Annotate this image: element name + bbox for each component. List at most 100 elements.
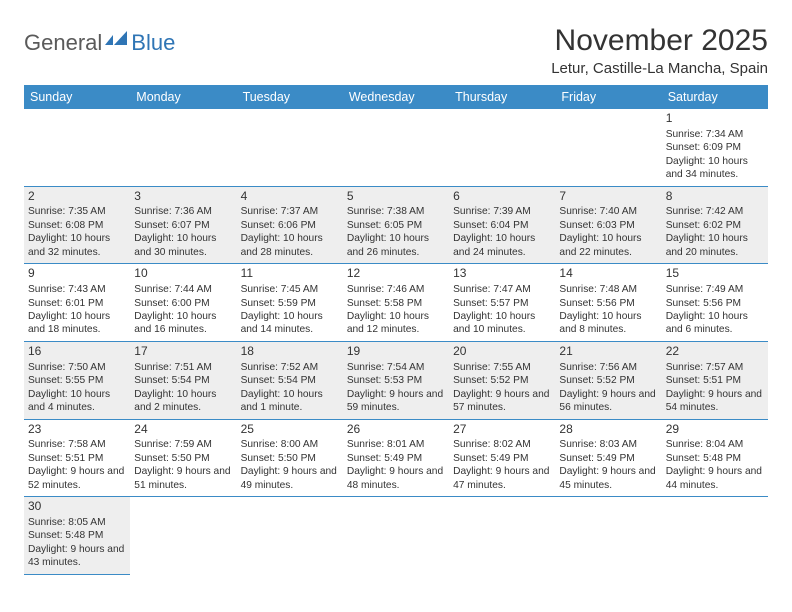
sunrise-text: Sunrise: 7:39 AM	[453, 205, 551, 218]
sunset-text: Sunset: 5:50 PM	[134, 452, 232, 465]
calendar-day-cell: 23Sunrise: 7:58 AMSunset: 5:51 PMDayligh…	[24, 419, 130, 497]
day-number: 10	[134, 266, 232, 282]
sunset-text: Sunset: 5:58 PM	[347, 297, 445, 310]
sunset-text: Sunset: 5:54 PM	[134, 374, 232, 387]
sunrise-text: Sunrise: 8:02 AM	[453, 438, 551, 451]
title-block: November 2025 Letur, Castille-La Mancha,…	[551, 24, 768, 83]
sunset-text: Sunset: 5:49 PM	[559, 452, 657, 465]
month-title: November 2025	[551, 24, 768, 58]
calendar-week-row: 30Sunrise: 8:05 AMSunset: 5:48 PMDayligh…	[24, 497, 768, 575]
day-number: 27	[453, 422, 551, 438]
calendar-empty-cell	[662, 497, 768, 575]
daylight-text: Daylight: 9 hours and 43 minutes.	[28, 543, 126, 570]
sunrise-text: Sunrise: 7:43 AM	[28, 283, 126, 296]
sunrise-text: Sunrise: 7:50 AM	[28, 361, 126, 374]
daylight-text: Daylight: 9 hours and 45 minutes.	[559, 465, 657, 492]
calendar-day-cell: 22Sunrise: 7:57 AMSunset: 5:51 PMDayligh…	[662, 341, 768, 419]
daylight-text: Daylight: 9 hours and 47 minutes.	[453, 465, 551, 492]
day-number: 29	[666, 422, 764, 438]
daylight-text: Daylight: 10 hours and 12 minutes.	[347, 310, 445, 337]
sunset-text: Sunset: 5:52 PM	[559, 374, 657, 387]
sunset-text: Sunset: 5:54 PM	[241, 374, 339, 387]
logo: General Blue	[24, 30, 175, 56]
calendar-day-cell: 26Sunrise: 8:01 AMSunset: 5:49 PMDayligh…	[343, 419, 449, 497]
day-number: 14	[559, 266, 657, 282]
daylight-text: Daylight: 10 hours and 16 minutes.	[134, 310, 232, 337]
weekday-header: Monday	[130, 85, 236, 109]
day-number: 22	[666, 344, 764, 360]
sunrise-text: Sunrise: 7:40 AM	[559, 205, 657, 218]
weekday-header: Wednesday	[343, 85, 449, 109]
calendar-empty-cell	[130, 497, 236, 575]
sunrise-text: Sunrise: 7:58 AM	[28, 438, 126, 451]
location: Letur, Castille-La Mancha, Spain	[551, 60, 768, 77]
calendar-day-cell: 10Sunrise: 7:44 AMSunset: 6:00 PMDayligh…	[130, 264, 236, 342]
sunrise-text: Sunrise: 7:49 AM	[666, 283, 764, 296]
calendar-empty-cell	[449, 109, 555, 186]
sunset-text: Sunset: 5:49 PM	[347, 452, 445, 465]
calendar-empty-cell	[24, 109, 130, 186]
day-number: 2	[28, 189, 126, 205]
daylight-text: Daylight: 10 hours and 2 minutes.	[134, 388, 232, 415]
calendar-week-row: 9Sunrise: 7:43 AMSunset: 6:01 PMDaylight…	[24, 264, 768, 342]
daylight-text: Daylight: 9 hours and 48 minutes.	[347, 465, 445, 492]
day-number: 15	[666, 266, 764, 282]
sunrise-text: Sunrise: 7:34 AM	[666, 128, 764, 141]
calendar-week-row: 2Sunrise: 7:35 AMSunset: 6:08 PMDaylight…	[24, 186, 768, 264]
calendar-empty-cell	[237, 109, 343, 186]
calendar-day-cell: 21Sunrise: 7:56 AMSunset: 5:52 PMDayligh…	[555, 341, 661, 419]
daylight-text: Daylight: 9 hours and 57 minutes.	[453, 388, 551, 415]
sunset-text: Sunset: 6:08 PM	[28, 219, 126, 232]
daylight-text: Daylight: 10 hours and 18 minutes.	[28, 310, 126, 337]
daylight-text: Daylight: 10 hours and 28 minutes.	[241, 232, 339, 259]
calendar-day-cell: 2Sunrise: 7:35 AMSunset: 6:08 PMDaylight…	[24, 186, 130, 264]
sunset-text: Sunset: 6:01 PM	[28, 297, 126, 310]
sunset-text: Sunset: 6:03 PM	[559, 219, 657, 232]
calendar-day-cell: 3Sunrise: 7:36 AMSunset: 6:07 PMDaylight…	[130, 186, 236, 264]
day-number: 16	[28, 344, 126, 360]
sunrise-text: Sunrise: 8:05 AM	[28, 516, 126, 529]
sunset-text: Sunset: 5:48 PM	[666, 452, 764, 465]
sunrise-text: Sunrise: 7:56 AM	[559, 361, 657, 374]
sunset-text: Sunset: 6:07 PM	[134, 219, 232, 232]
sunset-text: Sunset: 6:09 PM	[666, 141, 764, 154]
calendar-day-cell: 16Sunrise: 7:50 AMSunset: 5:55 PMDayligh…	[24, 341, 130, 419]
daylight-text: Daylight: 10 hours and 26 minutes.	[347, 232, 445, 259]
daylight-text: Daylight: 10 hours and 1 minute.	[241, 388, 339, 415]
day-number: 7	[559, 189, 657, 205]
daylight-text: Daylight: 9 hours and 52 minutes.	[28, 465, 126, 492]
daylight-text: Daylight: 9 hours and 59 minutes.	[347, 388, 445, 415]
calendar-day-cell: 14Sunrise: 7:48 AMSunset: 5:56 PMDayligh…	[555, 264, 661, 342]
sunrise-text: Sunrise: 7:45 AM	[241, 283, 339, 296]
day-number: 21	[559, 344, 657, 360]
calendar-day-cell: 4Sunrise: 7:37 AMSunset: 6:06 PMDaylight…	[237, 186, 343, 264]
day-number: 12	[347, 266, 445, 282]
sunrise-text: Sunrise: 7:48 AM	[559, 283, 657, 296]
day-number: 3	[134, 189, 232, 205]
calendar-day-cell: 6Sunrise: 7:39 AMSunset: 6:04 PMDaylight…	[449, 186, 555, 264]
calendar-table: SundayMondayTuesdayWednesdayThursdayFrid…	[24, 85, 768, 575]
calendar-day-cell: 17Sunrise: 7:51 AMSunset: 5:54 PMDayligh…	[130, 341, 236, 419]
calendar-day-cell: 28Sunrise: 8:03 AMSunset: 5:49 PMDayligh…	[555, 419, 661, 497]
calendar-empty-cell	[449, 497, 555, 575]
sunrise-text: Sunrise: 7:57 AM	[666, 361, 764, 374]
sunset-text: Sunset: 5:48 PM	[28, 529, 126, 542]
daylight-text: Daylight: 10 hours and 20 minutes.	[666, 232, 764, 259]
calendar-day-cell: 13Sunrise: 7:47 AMSunset: 5:57 PMDayligh…	[449, 264, 555, 342]
sunset-text: Sunset: 6:06 PM	[241, 219, 339, 232]
calendar-day-cell: 9Sunrise: 7:43 AMSunset: 6:01 PMDaylight…	[24, 264, 130, 342]
sunset-text: Sunset: 6:00 PM	[134, 297, 232, 310]
sunrise-text: Sunrise: 7:37 AM	[241, 205, 339, 218]
sunrise-text: Sunrise: 7:38 AM	[347, 205, 445, 218]
calendar-day-cell: 25Sunrise: 8:00 AMSunset: 5:50 PMDayligh…	[237, 419, 343, 497]
calendar-day-cell: 5Sunrise: 7:38 AMSunset: 6:05 PMDaylight…	[343, 186, 449, 264]
day-number: 18	[241, 344, 339, 360]
daylight-text: Daylight: 10 hours and 6 minutes.	[666, 310, 764, 337]
day-number: 26	[347, 422, 445, 438]
calendar-week-row: 16Sunrise: 7:50 AMSunset: 5:55 PMDayligh…	[24, 341, 768, 419]
day-number: 20	[453, 344, 551, 360]
day-number: 28	[559, 422, 657, 438]
calendar-day-cell: 12Sunrise: 7:46 AMSunset: 5:58 PMDayligh…	[343, 264, 449, 342]
sunrise-text: Sunrise: 7:46 AM	[347, 283, 445, 296]
calendar-day-cell: 30Sunrise: 8:05 AMSunset: 5:48 PMDayligh…	[24, 497, 130, 575]
